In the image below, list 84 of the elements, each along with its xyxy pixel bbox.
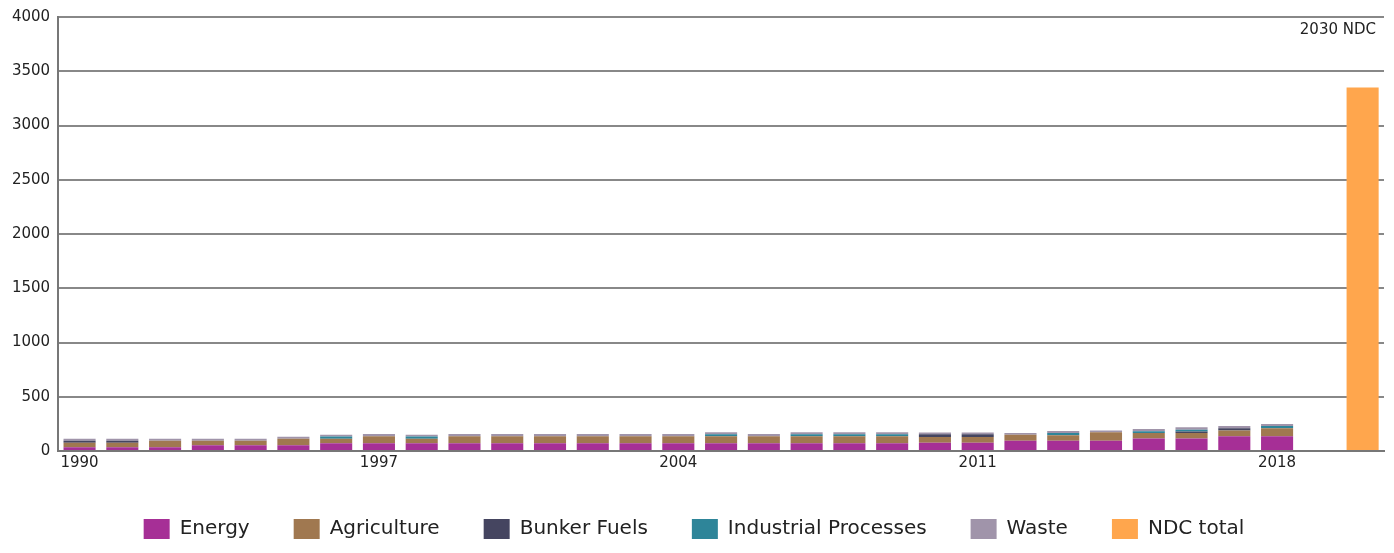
legend-label: Agriculture	[329, 515, 440, 540]
bar	[491, 436, 524, 444]
x-tick-label: 1997	[359, 452, 399, 471]
y-tick-label: 1500	[11, 278, 51, 297]
bar	[533, 443, 567, 450]
bar	[106, 442, 139, 448]
bar	[1132, 432, 1165, 439]
y-tick-label: 2500	[11, 169, 51, 188]
y-tick-label: 4000	[11, 6, 51, 25]
bar	[619, 443, 652, 450]
bar	[191, 438, 224, 441]
bar	[576, 436, 609, 444]
bar	[790, 436, 823, 444]
y-tick-label: 3500	[11, 61, 51, 80]
bar	[405, 438, 438, 444]
x-tick-label: 2011	[958, 452, 997, 471]
bar	[705, 436, 738, 444]
bar	[106, 447, 139, 450]
bar	[961, 436, 994, 443]
bar	[747, 443, 780, 450]
bar	[234, 438, 267, 441]
bar	[149, 447, 182, 450]
bar	[320, 438, 353, 444]
legend-label: Bunker Fuels	[519, 515, 648, 540]
bar	[362, 443, 395, 450]
bar	[705, 443, 738, 450]
bar	[918, 442, 951, 450]
bar	[1261, 428, 1294, 437]
bar	[533, 436, 567, 444]
bar	[662, 436, 695, 444]
bar	[619, 436, 652, 444]
bar	[876, 436, 909, 444]
bar	[876, 443, 909, 450]
bar	[277, 436, 310, 439]
bar	[1218, 436, 1251, 450]
x-tick-label: 1990	[60, 452, 99, 471]
y-tick-label: 2000	[11, 223, 51, 242]
bar	[277, 438, 310, 446]
bar	[1089, 440, 1123, 450]
y-tick-label: 1000	[11, 332, 51, 351]
bar	[149, 438, 182, 441]
bar	[1004, 440, 1037, 450]
bar	[63, 447, 96, 450]
x-tick-label: 2004	[659, 452, 698, 471]
legend-label: Industrial Processes	[727, 515, 927, 540]
bar	[747, 436, 780, 444]
bar	[576, 443, 609, 450]
bar	[961, 442, 994, 450]
bar	[1175, 438, 1208, 450]
bar	[362, 436, 395, 444]
legend-label: Energy	[179, 515, 250, 540]
bar	[191, 445, 224, 450]
bar	[918, 436, 951, 443]
bar	[1089, 432, 1123, 441]
annotation: 2030 NDC	[1299, 20, 1376, 39]
bar	[1132, 438, 1165, 450]
bar	[662, 443, 695, 450]
bar	[234, 445, 267, 450]
x-tick-label: 2018	[1257, 452, 1297, 471]
y-tick-label: 3000	[11, 115, 51, 134]
bar	[1047, 440, 1080, 450]
bar	[1004, 434, 1037, 441]
bar	[1218, 430, 1251, 437]
bar	[63, 442, 96, 448]
bar	[405, 443, 438, 450]
y-tick-label: 500	[21, 386, 51, 405]
bar	[448, 436, 481, 444]
y-tick-label: 0	[40, 440, 51, 459]
bar	[448, 443, 481, 450]
bar	[833, 443, 866, 450]
bar	[191, 440, 224, 446]
bar	[277, 445, 310, 450]
bar	[833, 436, 866, 444]
legend-label: NDC total	[1147, 515, 1245, 540]
bar	[1175, 433, 1208, 439]
bar	[320, 443, 353, 450]
bar	[790, 443, 823, 450]
bar	[491, 443, 524, 450]
bar	[1047, 435, 1080, 441]
bar	[149, 440, 182, 448]
bar	[1346, 87, 1379, 450]
legend-label: Waste	[1006, 515, 1068, 540]
bar	[1261, 436, 1294, 450]
bar	[234, 440, 267, 446]
